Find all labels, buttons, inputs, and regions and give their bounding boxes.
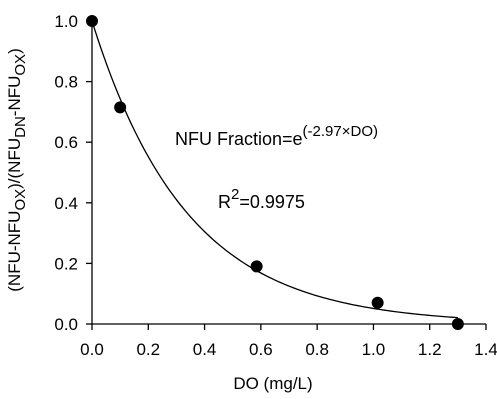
x-tick-label: 0.2 xyxy=(136,340,160,359)
x-tick-label: 0.4 xyxy=(193,340,217,359)
y-title-part: (NFU-NFU xyxy=(5,211,24,292)
data-point xyxy=(86,15,98,27)
y-title-subscript: DN xyxy=(12,116,29,138)
axes xyxy=(91,21,486,325)
x-tick-label: 1.2 xyxy=(418,340,442,359)
y-tick-label: 1.0 xyxy=(54,12,78,31)
r2-value: =0.9975 xyxy=(239,192,305,212)
data-points xyxy=(86,15,464,330)
x-axis-title: DO (mg/L) xyxy=(233,374,312,393)
y-title-part: ) xyxy=(5,48,24,54)
fit-curve xyxy=(91,20,458,319)
data-point xyxy=(114,101,127,114)
x-tick-label: 0.8 xyxy=(305,340,329,359)
x-tick-label: 1.4 xyxy=(474,340,497,359)
y-tick-label: 0.0 xyxy=(54,315,78,334)
y-title-subscript: OX xyxy=(12,189,29,211)
r2-base: R xyxy=(218,192,231,212)
y-tick-label: 0.8 xyxy=(54,73,78,92)
equation-exponent: (-2.97×DO) xyxy=(303,123,378,140)
y-axis-title: (NFU-NFUOX)/(NFUDN-NFUOX) xyxy=(5,48,29,292)
x-tick-label: 0.0 xyxy=(80,340,104,359)
equation-annotation: NFU Fraction=e(-2.97×DO) xyxy=(175,123,378,149)
x-tick-label: 0.6 xyxy=(249,340,273,359)
y-tick-label: 0.2 xyxy=(54,254,78,273)
fit-curve-group xyxy=(91,20,458,319)
r2-superscript: 2 xyxy=(231,186,239,203)
x-tick-label: 1.0 xyxy=(362,340,386,359)
data-point xyxy=(451,318,464,330)
ticks: 0.0 0.2 0.4 0.6 0.8 1.0 1.2 1.4 0.0 0.2 0.4 0.6 0.8 1… xyxy=(54,12,497,359)
y-tick-label: 0.4 xyxy=(54,194,78,213)
data-point xyxy=(250,260,263,273)
equation-base: NFU Fraction=e xyxy=(175,129,303,149)
y-title-part: )/(NFU xyxy=(5,138,24,189)
r-squared-annotation: R2=0.9975 xyxy=(218,186,305,212)
data-point xyxy=(371,296,384,309)
y-title-subscript: OX xyxy=(12,54,29,76)
y-title-part: -NFU xyxy=(5,76,24,117)
y-tick-label: 0.6 xyxy=(54,133,78,152)
